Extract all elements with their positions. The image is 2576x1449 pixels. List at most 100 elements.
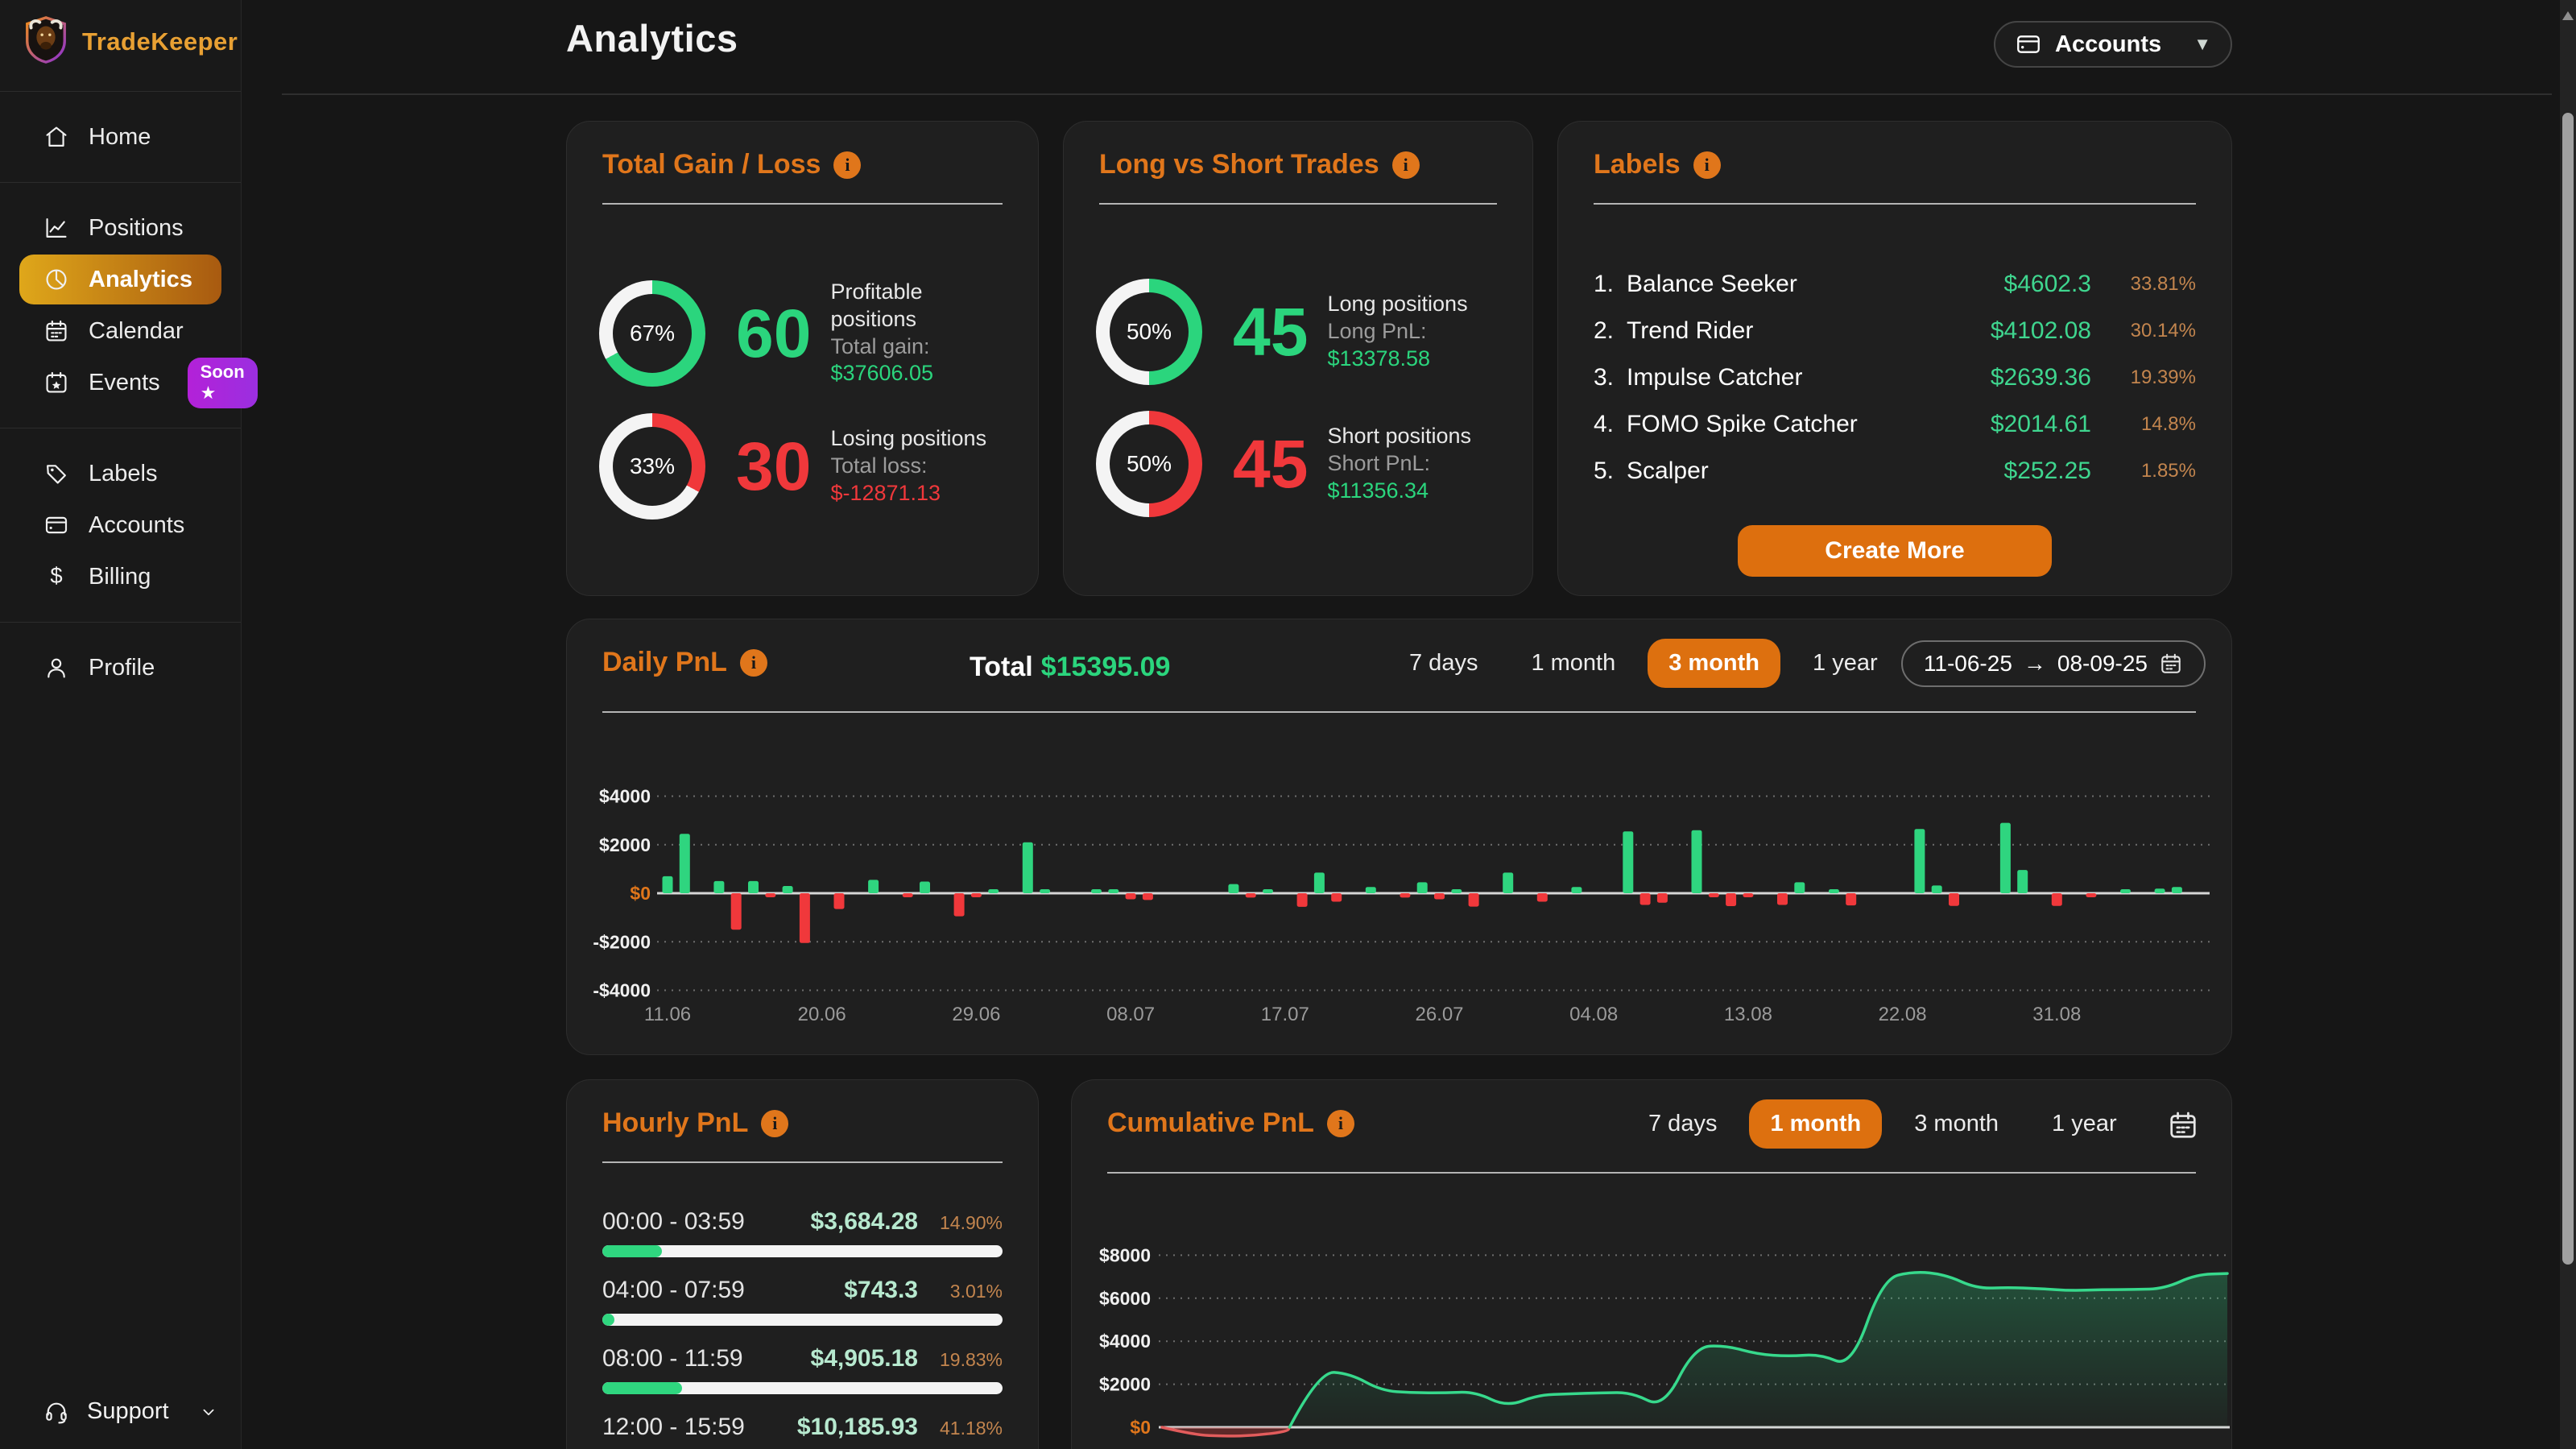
date-from: 11-06-25 xyxy=(1923,651,2012,676)
sidebar-item-billing[interactable]: $ Billing xyxy=(19,552,221,602)
sidebar-divider xyxy=(0,91,241,92)
hourly-value: $3,684.28 xyxy=(810,1208,918,1235)
label-percent: 30.14% xyxy=(2130,320,2196,342)
title-underline xyxy=(602,1161,1003,1163)
scrollbar xyxy=(2560,0,2576,1449)
card-title: Total Gain / Loss xyxy=(602,149,821,180)
svg-text:$: $ xyxy=(50,564,62,588)
hourly-row: 04:00 - 07:59 $743.3 3.01% xyxy=(602,1277,1003,1326)
info-icon[interactable]: i xyxy=(833,151,862,179)
stat-count: 45 xyxy=(1233,426,1309,502)
label-value: $4602.3 xyxy=(2003,271,2091,297)
stat-sublabel: Short PnL: $11356.34 xyxy=(1327,451,1431,503)
stat-count: 45 xyxy=(1233,294,1309,370)
hourly-row: 08:00 - 11:59 $4,905.18 19.83% xyxy=(602,1345,1003,1394)
daily-pnl-chart: $4000 $2000 $0 -$2000 -$4000 11.06 20.06 29.06 0… xyxy=(593,786,2210,1025)
sidebar-item-events[interactable]: Events Soon ★ xyxy=(19,357,258,408)
sidebar-item-home[interactable]: Home xyxy=(19,112,221,162)
label-percent: 14.8% xyxy=(2140,413,2196,435)
info-icon[interactable]: i xyxy=(1693,151,1721,179)
accounts-dropdown-label: Accounts xyxy=(2055,31,2162,57)
calendar-icon[interactable] xyxy=(2167,1109,2199,1141)
date-range-picker[interactable]: 11-06-25 → 08-09-25 xyxy=(1900,640,2206,687)
label-name: Trend Rider xyxy=(1627,317,1754,344)
svg-text:04.08: 04.08 xyxy=(1569,1004,1618,1025)
sidebar-item-profile[interactable]: Profile xyxy=(19,643,221,693)
stats-row: Total Gain / Loss i 67% 60 Profitable posi… xyxy=(566,121,2232,596)
label-index: 1. xyxy=(1594,271,1615,297)
hourly-percent: 14.90% xyxy=(939,1212,1003,1233)
sidebar-item-label: Labels xyxy=(89,460,158,486)
bottom-row: Hourly PnL i 00:00 - 03:59 $3,684.28 14.90… xyxy=(566,1079,2232,1449)
donut-chart: 67% xyxy=(599,279,705,387)
svg-text:13.08: 13.08 xyxy=(1724,1004,1772,1025)
title-underline xyxy=(602,203,1003,205)
accounts-dropdown[interactable]: Accounts ▼ xyxy=(1994,21,2232,68)
donut-percent: 50% xyxy=(1126,319,1172,344)
info-icon[interactable]: i xyxy=(1391,151,1420,179)
donut-chart: 50% xyxy=(1096,279,1202,385)
daily-period-1-month[interactable]: 1 month xyxy=(1531,650,1616,676)
create-more-button[interactable]: Create More xyxy=(1738,525,2052,577)
calendar-icon xyxy=(2159,652,2183,676)
sidebar-item-accounts[interactable]: Accounts xyxy=(19,500,221,550)
hourly-percent: 41.18% xyxy=(939,1418,1003,1439)
svg-text:$2000: $2000 xyxy=(1099,1374,1151,1395)
cumulative-pnl-card: Cumulative PnL i 7 days 1 month 3 month 1 y… xyxy=(1071,1079,2232,1449)
stat-sublabel: Long PnL: $13378.58 xyxy=(1327,319,1431,371)
scrollbar-thumb[interactable] xyxy=(2562,113,2574,1265)
sidebar-item-analytics[interactable]: Analytics xyxy=(19,255,221,304)
svg-text:$4000: $4000 xyxy=(1099,1331,1151,1352)
daily-period-3-month[interactable]: 3 month xyxy=(1648,639,1781,688)
cumulative-period-7-days[interactable]: 7 days xyxy=(1648,1111,1718,1136)
svg-text:$2000: $2000 xyxy=(599,834,651,855)
daily-total: Total $15395.09 xyxy=(970,652,1171,682)
info-icon[interactable]: i xyxy=(739,648,767,677)
donut-chart: 50% xyxy=(1096,411,1202,517)
brand[interactable]: TradeKeeper xyxy=(21,14,238,68)
label-percent: 19.39% xyxy=(2130,366,2196,388)
calendar-icon xyxy=(43,318,69,344)
daily-period-7-days[interactable]: 7 days xyxy=(1409,650,1478,676)
cumulative-period-3-month[interactable]: 3 month xyxy=(1914,1111,1999,1136)
title-underline xyxy=(1594,203,2196,205)
label-name: FOMO Spike Catcher xyxy=(1627,411,1858,437)
chevron-down-icon xyxy=(198,1401,219,1422)
scrollbar-up-arrow[interactable] xyxy=(2562,11,2574,20)
svg-text:11.06: 11.06 xyxy=(644,1004,691,1025)
donut-chart: 33% xyxy=(599,413,705,520)
hourly-row: 12:00 - 15:59 $10,185.93 41.18% xyxy=(602,1414,1003,1449)
sidebar-divider xyxy=(0,182,241,183)
label-name: Scalper xyxy=(1627,457,1709,484)
svg-text:$6000: $6000 xyxy=(1099,1288,1151,1309)
hourly-progress xyxy=(602,1314,1003,1326)
sidebar-nav: Home Positions Analytics Calendar Events Soon… xyxy=(0,72,258,1398)
labels-icon xyxy=(43,461,69,486)
sidebar-item-positions[interactable]: Positions xyxy=(19,203,221,253)
stat-row: 50% 45 Short positions Short PnL: $11356.34 xyxy=(1096,411,1500,517)
card-title: Labels xyxy=(1594,149,1681,180)
stat-label: Short positions xyxy=(1327,424,1472,449)
sidebar-item-labels[interactable]: Labels xyxy=(19,449,221,499)
cumulative-period-1-month[interactable]: 1 month xyxy=(1749,1099,1883,1149)
label-value: $4102.08 xyxy=(1990,317,2091,344)
daily-period-1-year[interactable]: 1 year xyxy=(1813,650,1878,676)
hourly-pnl-card: Hourly PnL i 00:00 - 03:59 $3,684.28 14.90… xyxy=(566,1079,1039,1449)
label-value: $2014.61 xyxy=(1990,411,2091,437)
label-row: 2. Trend Rider $4102.08 30.14% xyxy=(1594,308,2196,354)
svg-text:08.07: 08.07 xyxy=(1106,1004,1155,1025)
sidebar-item-label: Events xyxy=(89,369,160,395)
hourly-percent: 19.83% xyxy=(939,1349,1003,1370)
daily-pnl-card: Daily PnL i Total $15395.09 7 days 1 month… xyxy=(566,619,2232,1055)
cumulative-period-1-year[interactable]: 1 year xyxy=(2052,1111,2117,1136)
label-name: Impulse Catcher xyxy=(1627,364,1803,391)
info-icon[interactable]: i xyxy=(1326,1109,1354,1137)
hourly-progress xyxy=(602,1245,1003,1257)
profile-icon xyxy=(43,655,69,681)
sidebar-item-support[interactable]: Support xyxy=(43,1398,221,1425)
info-icon[interactable]: i xyxy=(761,1109,789,1137)
sidebar-item-calendar[interactable]: Calendar xyxy=(19,306,221,356)
label-row: 1. Balance Seeker $4602.3 33.81% xyxy=(1594,261,2196,308)
svg-text:22.08: 22.08 xyxy=(1879,1004,1927,1025)
hourly-range: 04:00 - 07:59 xyxy=(602,1277,745,1303)
